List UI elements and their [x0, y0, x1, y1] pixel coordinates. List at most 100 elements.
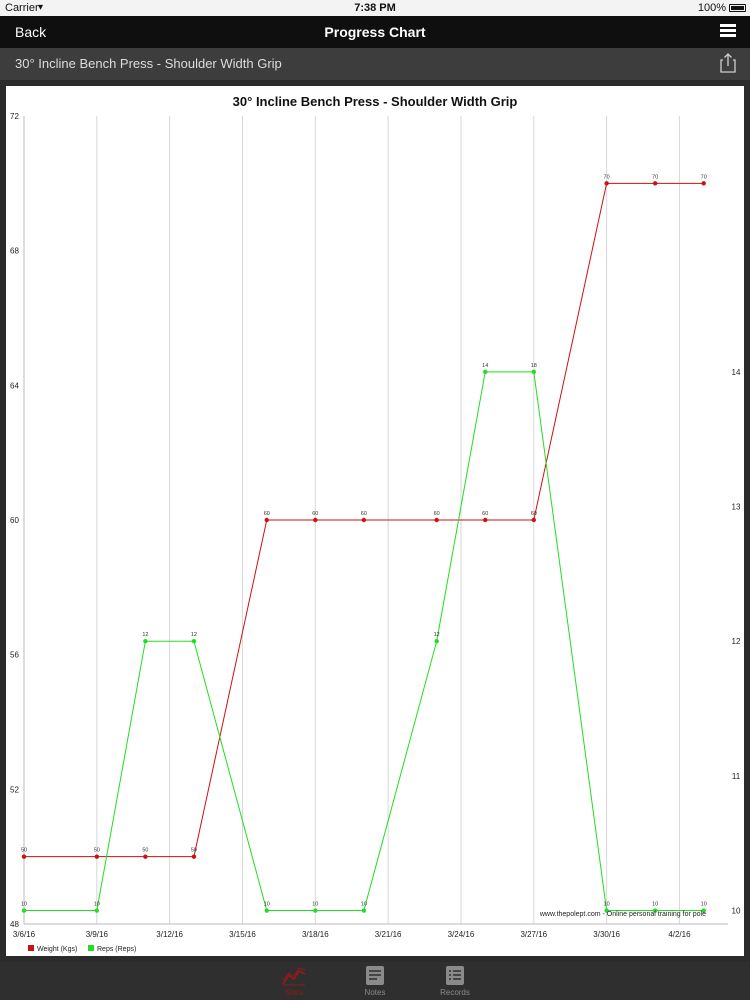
data-label: 10: [652, 902, 658, 908]
data-label: 60: [312, 511, 318, 517]
carrier-label: Carrier: [5, 2, 39, 14]
data-label: 60: [482, 511, 488, 517]
legend-label: Reps (Reps): [97, 946, 136, 953]
notes-icon: [366, 966, 384, 985]
exercise-header: 30° Incline Bench Press - Shoulder Width…: [0, 48, 750, 80]
data-point: [701, 181, 706, 186]
data-label: 50: [21, 848, 27, 854]
data-point: [531, 369, 536, 375]
x-tick-label: 4/2/16: [668, 930, 691, 939]
data-point: [313, 908, 318, 913]
data-point: [604, 181, 609, 186]
tab-notes[interactable]: Notes: [345, 964, 405, 998]
tab-bar: Stats Notes Records: [0, 962, 750, 1000]
chart-canvas: 30° Incline Bench Press - Shoulder Width…: [10, 94, 741, 953]
data-label: 60: [361, 511, 367, 517]
status-bar: Carrier ▾ 7:38 PM 100%: [0, 0, 750, 16]
clock: 7:38 PM: [354, 2, 396, 14]
legend-swatch: [28, 945, 34, 951]
y-right-tick-label: 10: [732, 907, 741, 916]
x-tick-label: 3/21/16: [375, 930, 402, 939]
data-label: 10: [21, 902, 27, 908]
legend-label: Weight (Kgs): [37, 946, 77, 953]
x-tick-label: 3/18/16: [302, 930, 329, 939]
data-label: 12: [142, 632, 148, 638]
y-right-tick-label: 13: [732, 503, 741, 512]
data-label: 10: [264, 902, 270, 908]
data-point: [361, 908, 367, 913]
data-label: 10: [312, 902, 318, 908]
data-point: [191, 854, 197, 859]
chart-watermark: www.thepolept.com - Online personal trai…: [539, 911, 706, 918]
y-right-tick-label: 11: [732, 772, 741, 781]
exercise-name: 30° Incline Bench Press - Shoulder Width…: [15, 56, 282, 71]
data-label: 70: [604, 174, 610, 180]
data-point: [361, 517, 367, 523]
x-tick-label: 3/27/16: [520, 930, 547, 939]
data-point: [483, 369, 488, 375]
data-point: [264, 908, 269, 913]
data-point: [21, 908, 27, 913]
page-title: Progress Chart: [324, 24, 426, 40]
data-label: 18: [531, 363, 537, 369]
data-label: 14: [482, 363, 488, 369]
data-point: [264, 517, 269, 523]
data-point: [434, 517, 439, 523]
y-left-tick-label: 60: [10, 516, 19, 525]
tab-stats[interactable]: Stats: [264, 964, 324, 998]
x-tick-label: 3/24/16: [448, 930, 475, 939]
data-label: 60: [264, 511, 270, 517]
data-label: 60: [434, 511, 440, 517]
nav-bar: Back Progress Chart: [0, 16, 750, 48]
y-left-tick-label: 56: [10, 651, 19, 660]
battery-percent: 100%: [697, 2, 726, 14]
tab-records-label: Records: [440, 988, 470, 997]
y-right-tick-label: 12: [732, 637, 741, 646]
battery-icon: [729, 4, 746, 12]
y-left-tick-label: 72: [10, 112, 19, 121]
series-line-reps: [24, 371, 704, 912]
data-label: 70: [652, 174, 658, 180]
x-tick-label: 3/15/16: [229, 930, 256, 939]
data-point: [143, 854, 148, 859]
data-point: [143, 639, 148, 644]
records-icon: [446, 966, 464, 985]
data-label: 50: [191, 848, 197, 854]
data-point: [652, 908, 658, 913]
data-point: [434, 639, 439, 644]
y-left-tick-label: 64: [10, 381, 19, 390]
legend-swatch: [88, 945, 94, 951]
data-point: [191, 639, 197, 644]
data-point: [313, 517, 318, 523]
data-label: 60: [531, 511, 537, 517]
x-tick-label: 3/12/16: [156, 930, 183, 939]
data-label: 50: [142, 848, 148, 854]
data-label: 10: [604, 902, 610, 908]
y-left-tick-label: 68: [10, 247, 19, 256]
hamburger-menu-icon[interactable]: [720, 24, 736, 38]
data-label: 10: [361, 902, 367, 908]
share-icon[interactable]: [720, 53, 736, 73]
data-point: [94, 908, 100, 913]
data-point: [652, 181, 658, 186]
tab-notes-label: Notes: [364, 988, 386, 997]
wifi-icon: ▾: [38, 2, 44, 13]
data-point: [531, 517, 536, 523]
data-label: 10: [94, 902, 100, 908]
data-label: 50: [94, 848, 100, 854]
back-button[interactable]: Back: [15, 24, 47, 40]
data-label: 10: [701, 902, 707, 908]
tab-stats-label: Stats: [284, 988, 304, 997]
data-label: 12: [434, 632, 440, 638]
progress-chart: 30° Incline Bench Press - Shoulder Width…: [6, 86, 744, 956]
y-left-tick-label: 48: [10, 920, 19, 929]
data-point: [483, 517, 488, 523]
data-point: [701, 908, 706, 913]
x-tick-label: 3/9/16: [86, 930, 109, 939]
tab-records[interactable]: Records: [425, 964, 485, 998]
data-point: [21, 854, 27, 859]
data-point: [94, 854, 100, 859]
x-tick-label: 3/6/16: [13, 930, 36, 939]
y-left-tick-label: 52: [10, 785, 19, 794]
y-right-tick-label: 14: [732, 368, 741, 377]
